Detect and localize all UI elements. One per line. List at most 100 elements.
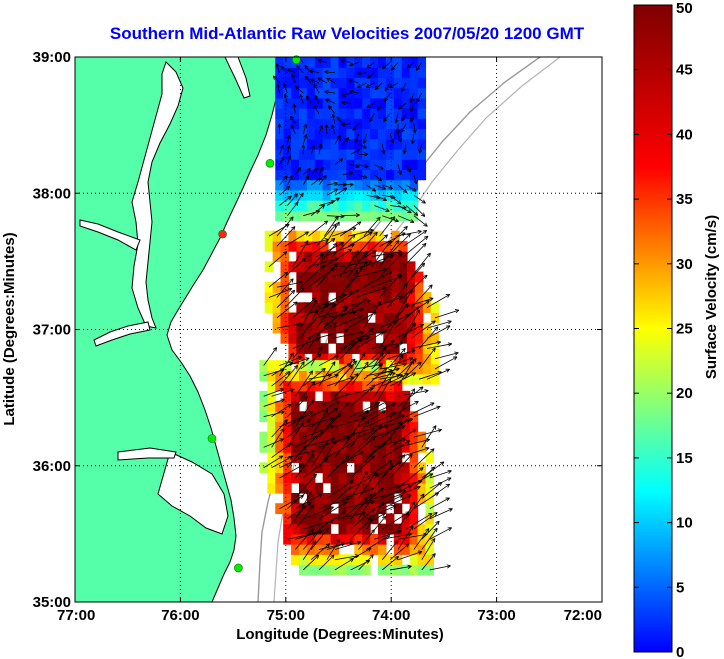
velocity-arrow-head	[352, 441, 356, 445]
velocity-arrow-head	[415, 68, 420, 71]
velocity-arrow-head	[399, 374, 404, 378]
velocity-cell	[362, 159, 371, 171]
velocity-arrow-head	[432, 448, 435, 453]
velocity-cell	[378, 148, 387, 160]
velocity-arrow-head	[289, 134, 291, 140]
velocity-arrow	[379, 320, 397, 349]
velocity-arrow-head	[312, 297, 317, 300]
velocity-arrow	[390, 486, 421, 499]
velocity-arrow-head	[431, 402, 435, 407]
velocity-arrow	[397, 164, 402, 175]
velocity-arrow-head	[370, 499, 375, 502]
velocity-cell	[378, 544, 387, 555]
velocity-arrow-head	[303, 144, 306, 149]
velocity-cell	[359, 292, 369, 303]
velocity-cell	[385, 462, 395, 474]
velocity-arrow-head	[367, 410, 369, 415]
velocity-arrow-head	[346, 498, 350, 502]
velocity-arrow-head	[392, 340, 395, 345]
velocity-arrow	[374, 184, 386, 190]
velocity-arrow	[358, 554, 374, 571]
velocity-arrow	[371, 251, 402, 257]
velocity-arrow	[287, 175, 293, 186]
velocity-arrow-head	[397, 130, 401, 135]
velocity-cell	[267, 482, 276, 494]
velocity-cell	[314, 411, 324, 423]
velocity-cell	[314, 452, 324, 463]
velocity-arrow	[284, 93, 288, 104]
velocity-arrow-head	[366, 104, 370, 108]
velocity-cell	[391, 240, 400, 252]
velocity-arrow-head	[311, 380, 316, 384]
velocity-cell	[322, 513, 332, 525]
velocity-cell	[288, 332, 297, 344]
velocity-arrow	[324, 291, 353, 309]
velocity-cell	[409, 159, 419, 171]
velocity-arrow-head	[405, 283, 408, 288]
velocity-arrow-head	[369, 119, 374, 123]
velocity-arrow-head	[402, 205, 407, 209]
velocity-arrow-head	[454, 356, 458, 361]
velocity-arrow-head	[431, 347, 436, 351]
velocity-arrow	[326, 215, 345, 217]
velocity-arrow-head	[369, 327, 374, 330]
velocity-arrow	[355, 329, 388, 339]
velocity-arrow-head	[296, 167, 301, 170]
velocity-cell	[306, 108, 316, 119]
velocity-cell	[304, 271, 313, 283]
velocity-arrow-head	[369, 231, 373, 236]
velocity-arrow	[313, 104, 320, 114]
velocity-arrow-head	[312, 531, 317, 534]
velocity-arrow	[403, 230, 427, 247]
velocity-arrow-head	[370, 455, 375, 458]
velocity-arrow-head	[391, 68, 396, 71]
velocity-arrow	[374, 530, 402, 540]
velocity-arrow	[342, 184, 354, 186]
velocity-arrow-head	[293, 193, 298, 196]
velocity-cell	[298, 482, 308, 494]
velocity-cell	[417, 97, 427, 109]
velocity-cell	[306, 57, 316, 68]
velocity-cell	[346, 390, 355, 402]
velocity-cell	[385, 159, 395, 171]
velocity-arrow	[350, 455, 375, 479]
velocity-arrow-head	[370, 493, 372, 498]
velocity-arrow-head	[376, 106, 379, 111]
velocity-arrow	[308, 257, 339, 268]
velocity-arrow-head	[411, 219, 415, 223]
velocity-cell	[330, 472, 340, 484]
velocity-cell	[359, 312, 369, 324]
velocity-arrow-head	[398, 253, 403, 256]
velocity-arrow	[318, 510, 347, 530]
velocity-arrow-head	[312, 540, 317, 544]
velocity-cell	[378, 67, 387, 79]
velocity-arrow	[358, 472, 377, 499]
velocity-arrow-head	[299, 287, 304, 290]
velocity-arrow-head	[423, 263, 426, 268]
velocity-arrow-head	[404, 543, 410, 546]
velocity-cell	[314, 210, 324, 222]
velocity-cell	[354, 67, 363, 79]
velocity-arrow-head	[280, 455, 284, 460]
velocity-cell	[283, 472, 292, 484]
velocity-cell	[354, 401, 363, 412]
velocity-arrow	[323, 221, 340, 247]
velocity-arrow	[389, 453, 413, 479]
velocity-arrow	[363, 133, 367, 144]
velocity-cell	[275, 441, 284, 453]
velocity-arrow-head	[310, 453, 315, 457]
velocity-arrow-head	[437, 341, 441, 345]
velocity-arrow	[395, 323, 424, 339]
velocity-cell	[343, 353, 353, 365]
velocity-arrow	[272, 75, 280, 84]
velocity-cell	[378, 411, 387, 423]
velocity-cell	[393, 148, 403, 160]
velocity-arrow-head	[383, 234, 388, 237]
velocity-cell	[417, 118, 427, 130]
velocity-arrow	[366, 535, 390, 550]
velocity-arrow	[409, 92, 415, 103]
velocity-arrow-head	[417, 486, 421, 490]
velocity-arrow	[334, 512, 366, 520]
velocity-arrow	[308, 220, 328, 237]
velocity-arrow	[403, 144, 407, 154]
